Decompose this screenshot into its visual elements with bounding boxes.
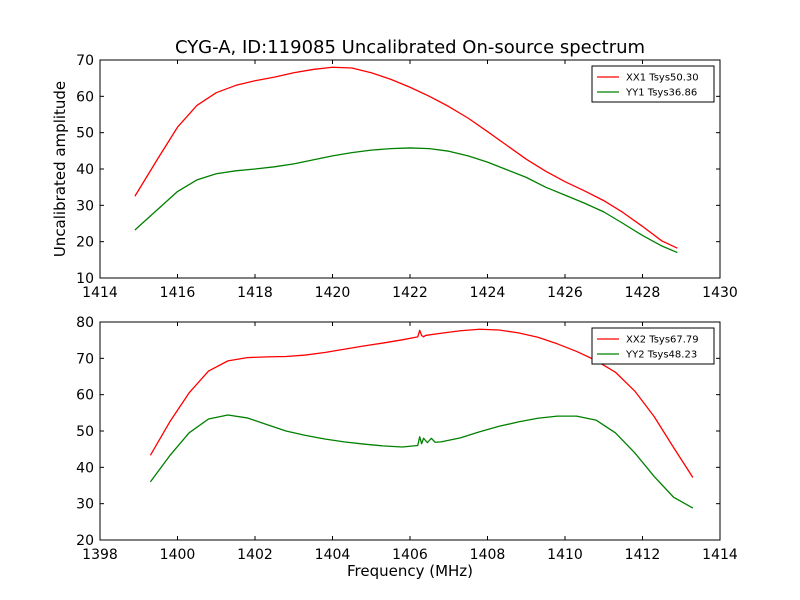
bottom-y-tick-label: 40	[76, 460, 94, 476]
top-y-tick-label: 50	[76, 126, 94, 142]
bottom-x-tick-label: 1410	[547, 547, 583, 563]
top-legend-box	[591, 65, 715, 103]
bottom-y-tick-label: 80	[76, 315, 94, 331]
bottom-x-tick-label: 1398	[82, 547, 118, 563]
top-legend-label-1: XX1 Tsys50.30	[626, 73, 699, 84]
top-x-tick-label: 1422	[392, 285, 428, 301]
bottom-y-tick-label: 30	[76, 497, 94, 513]
bottom-x-tick-label: 1400	[160, 547, 196, 563]
bottom-legend-label-1: XX2 Tsys67.79	[626, 335, 699, 346]
top-x-tick-label: 1426	[547, 285, 583, 301]
top-y-tick-label: 60	[76, 89, 94, 105]
bottom-x-tick-label: 1408	[470, 547, 506, 563]
bottom-legend-box	[591, 327, 715, 365]
top-y-tick-label: 40	[76, 162, 94, 178]
y-axis-label: Uncalibrated amplitude	[51, 81, 69, 257]
top-x-tick-label: 1420	[315, 285, 351, 301]
bottom-legend: XX2 Tsys67.79 YY2 Tsys48.23	[591, 327, 715, 365]
bottom-x-tick-label: 1402	[237, 547, 273, 563]
bottom-series-line-2	[149, 414, 694, 509]
bottom-x-tick-label: 1404	[315, 547, 351, 563]
chart-title: CYG-A, ID:119085 Uncalibrated On-source …	[175, 37, 645, 58]
top-x-tick-label: 1416	[160, 285, 196, 301]
bottom-series-line-1	[149, 328, 694, 478]
bottom-legend-label-2: YY2 Tsys48.23	[625, 350, 697, 361]
top-x-tick-label: 1428	[625, 285, 661, 301]
top-x-tick-label: 1414	[82, 285, 118, 301]
top-x-tick-label: 1424	[470, 285, 506, 301]
top-y-tick-label: 70	[76, 53, 94, 69]
bottom-y-tick-label: 20	[76, 533, 94, 549]
top-y-tick-label: 30	[76, 198, 94, 214]
bottom-x-tick-label: 1406	[392, 547, 428, 563]
top-legend: XX1 Tsys50.30 YY1 Tsys36.86	[591, 65, 715, 103]
bottom-x-tick-label: 1414	[702, 547, 738, 563]
bottom-panel: 1398 1400 1402 1404 1406 1408 1410 1412 1414 20 30…	[76, 315, 738, 563]
x-axis-label: Frequency (MHz)	[347, 562, 473, 580]
top-x-tick-label: 1418	[237, 285, 273, 301]
top-series-line-2	[134, 147, 678, 254]
top-panel: 1414 1416 1418 1420 1422 1424 1426 1428 1430 10 20…	[76, 53, 738, 301]
top-y-tick-label: 10	[76, 271, 94, 287]
top-series-line-1	[134, 66, 678, 249]
bottom-y-tick-label: 50	[76, 424, 94, 440]
bottom-y-tick-label: 70	[76, 351, 94, 367]
top-x-tick-label: 1430	[702, 285, 738, 301]
top-legend-label-2: YY1 Tsys36.86	[625, 88, 697, 99]
top-y-tick-label: 20	[76, 235, 94, 251]
bottom-x-tick-label: 1412	[625, 547, 661, 563]
bottom-y-tick-label: 60	[76, 388, 94, 404]
